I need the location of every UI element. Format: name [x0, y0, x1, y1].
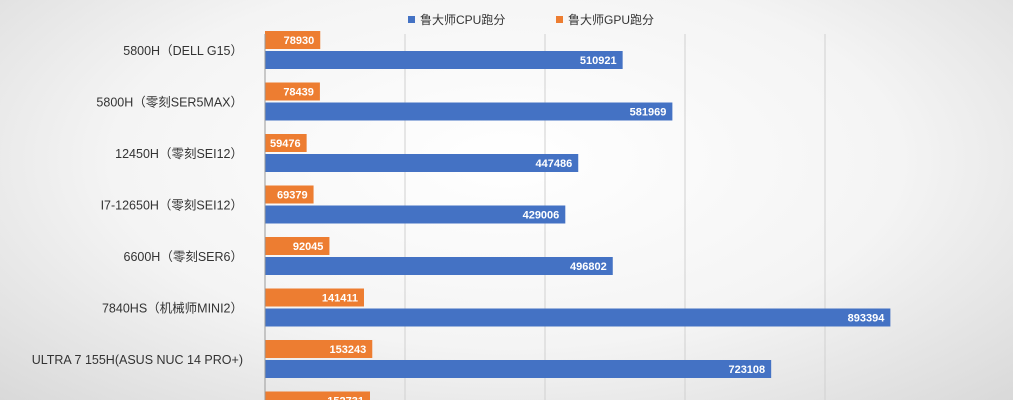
cpu-value-label: 723108: [728, 364, 765, 376]
gpu-bar: [265, 237, 330, 255]
gpu-bar: [265, 288, 364, 307]
gpu-value-label: 78930: [284, 35, 315, 47]
gpu-value-label: 92045: [293, 241, 324, 253]
gpu-value-label: 69379: [277, 190, 308, 202]
gpu-bar: [265, 31, 321, 49]
cpu-value-label: 510921: [580, 55, 617, 67]
category-label: 5800H（DELL G15）: [123, 44, 243, 58]
category-label: 12450H（零刻SEI12）: [115, 147, 243, 161]
cpu-bar: [265, 51, 623, 69]
gpu-partial-bar: [265, 391, 370, 400]
gpu-value-label: 153243: [330, 344, 367, 356]
cpu-value-label: 893394: [848, 313, 886, 325]
gpu-bar: [265, 82, 320, 101]
legend: 鲁大师CPU跑分 鲁大师GPU跑分: [408, 13, 654, 27]
legend-label-cpu: 鲁大师CPU跑分: [420, 13, 505, 27]
gpu-partial-value-label: 152731: [327, 396, 364, 400]
category-label: I7-12650H（零刻SEI12）: [101, 199, 243, 213]
cpu-bar: [265, 205, 566, 224]
gpu-value-label: 78439: [283, 87, 314, 99]
gpu-value-label: 59476: [270, 138, 301, 150]
cpu-bar: [265, 102, 673, 121]
legend-swatch-cpu: [408, 16, 415, 23]
gpu-bar: [265, 340, 373, 358]
cpu-bar: [265, 154, 579, 172]
gpu-bar: [265, 185, 314, 204]
category-label: 6600H（零刻SER6）: [124, 250, 244, 264]
cpu-bar: [265, 257, 613, 275]
cpu-bar: [265, 308, 891, 327]
category-label: 5800H（零刻SER5MAX）: [96, 96, 243, 110]
cpu-value-label: 581969: [630, 107, 667, 119]
category-labels: 5800H（DELL G15） 5800H（零刻SER5MAX） 12450H（零刻…: [32, 44, 243, 367]
cpu-bar: [265, 360, 772, 378]
bars: 78930 510921 78439 581969 59476 447486 69379 42…: [265, 31, 891, 400]
cpu-value-label: 447486: [536, 158, 573, 170]
category-label: 7840HS（机械师MINI2）: [102, 301, 243, 316]
cpu-value-label: 496802: [570, 261, 607, 273]
legend-swatch-gpu: [556, 16, 563, 23]
legend-label-gpu: 鲁大师GPU跑分: [568, 13, 654, 27]
gpu-bar: [265, 134, 307, 152]
cpu-value-label: 429006: [523, 210, 560, 222]
category-label: ULTRA 7 155H(ASUS NUC 14 PRO+): [32, 353, 243, 367]
gpu-value-label: 141411: [322, 293, 358, 305]
